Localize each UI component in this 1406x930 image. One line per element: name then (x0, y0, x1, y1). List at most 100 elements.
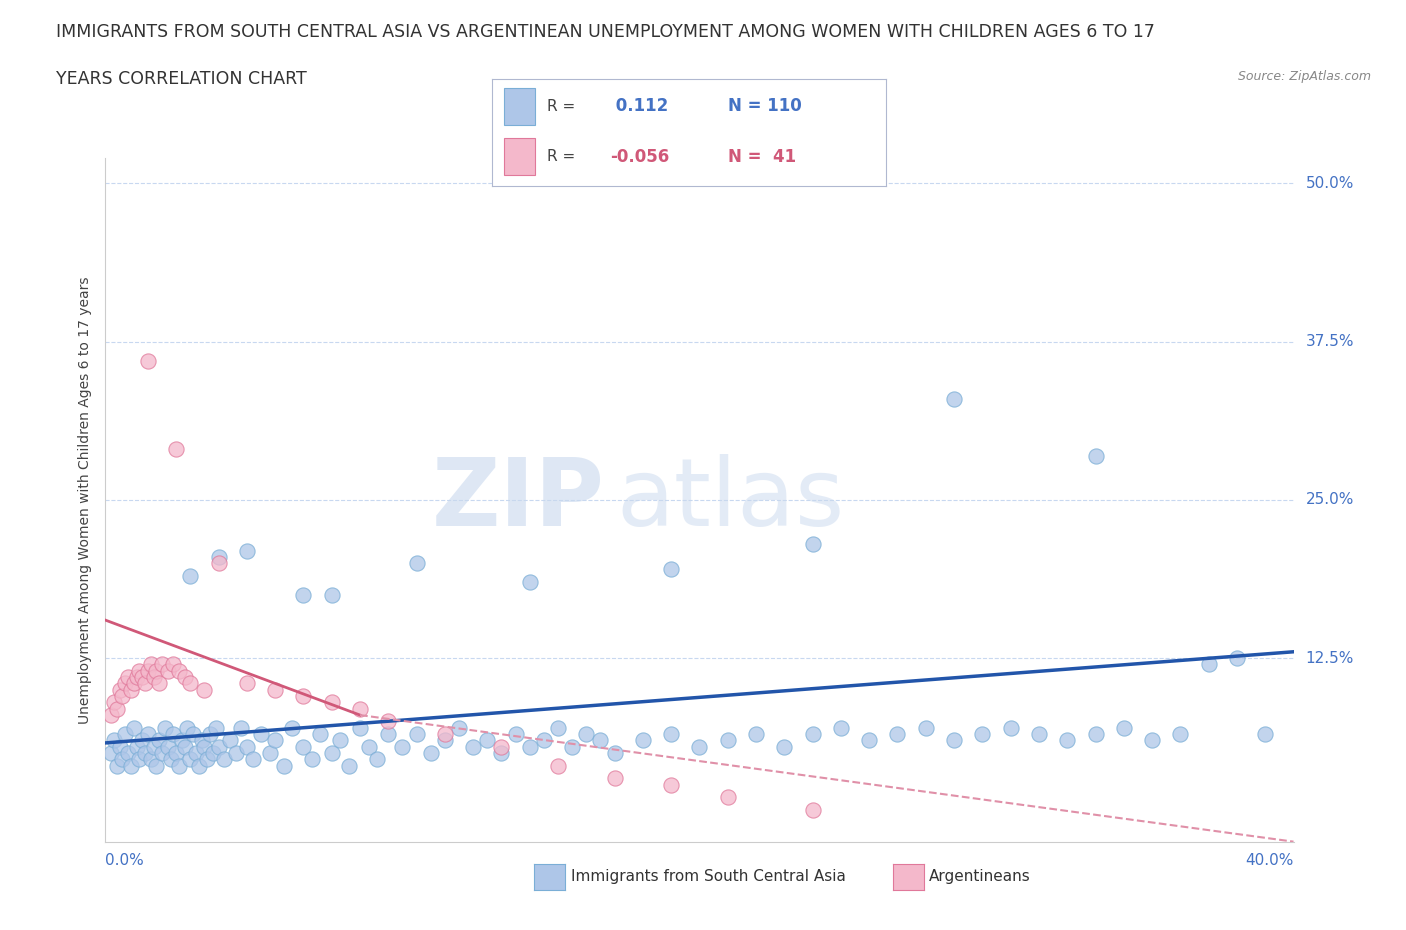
Text: 0.0%: 0.0% (105, 853, 145, 868)
Point (150, 746, 173, 761)
Point (193, 683, 215, 698)
Point (301, 752, 323, 767)
Point (1056, 733, 1078, 748)
Point (136, 663, 159, 678)
Point (631, 733, 654, 748)
Point (179, 752, 201, 767)
Text: Immigrants from South Central Asia: Immigrants from South Central Asia (571, 869, 846, 883)
Point (491, 739, 513, 754)
Point (170, 733, 193, 748)
Point (321, 588, 343, 603)
Point (349, 720, 371, 735)
Point (533, 733, 555, 748)
Point (801, 537, 824, 551)
Point (1084, 726, 1107, 741)
Point (477, 733, 499, 748)
Text: N =  41: N = 41 (728, 148, 796, 166)
Point (1000, 720, 1022, 735)
Point (1254, 726, 1277, 741)
Point (190, 733, 212, 748)
Point (575, 726, 598, 741)
Point (165, 746, 187, 761)
Point (717, 790, 740, 804)
Point (145, 758, 167, 773)
Point (117, 746, 139, 761)
Point (139, 752, 162, 767)
Point (357, 739, 380, 754)
Point (377, 726, 399, 741)
Point (142, 670, 165, 684)
Point (122, 720, 145, 735)
Point (405, 726, 427, 741)
Point (162, 657, 184, 671)
Point (148, 733, 170, 748)
Point (156, 739, 179, 754)
Point (195, 752, 218, 767)
Point (242, 752, 264, 767)
Point (120, 758, 142, 773)
Point (134, 746, 156, 761)
Point (193, 739, 215, 754)
Point (167, 663, 190, 678)
Point (321, 746, 343, 761)
Point (122, 676, 145, 691)
Point (201, 746, 224, 761)
Point (377, 714, 399, 729)
Point (125, 739, 148, 754)
Point (1170, 726, 1192, 741)
Text: R =: R = (547, 149, 575, 164)
Text: -0.056: -0.056 (610, 148, 669, 166)
Point (659, 777, 682, 792)
Point (943, 733, 966, 748)
Point (273, 758, 295, 773)
Point (145, 663, 167, 678)
Point (134, 676, 156, 691)
Point (165, 442, 187, 457)
Point (117, 670, 139, 684)
Point (111, 752, 134, 767)
Point (207, 556, 229, 571)
Point (264, 683, 287, 698)
Point (433, 726, 456, 741)
Point (108, 683, 131, 698)
Text: Source: ZipAtlas.com: Source: ZipAtlas.com (1237, 70, 1371, 83)
Point (214, 752, 236, 767)
Point (603, 771, 626, 786)
Point (405, 556, 427, 571)
Point (125, 670, 148, 684)
Point (1084, 448, 1107, 463)
Point (943, 392, 966, 406)
Point (236, 739, 259, 754)
Point (329, 733, 352, 748)
Point (281, 720, 304, 735)
Point (886, 726, 908, 741)
Text: Argentineans: Argentineans (929, 869, 1031, 883)
Point (236, 543, 259, 558)
Point (179, 676, 201, 691)
Point (131, 733, 153, 748)
Point (128, 663, 150, 678)
Point (114, 676, 136, 691)
Point (1112, 720, 1135, 735)
Point (547, 720, 569, 735)
Point (519, 575, 541, 590)
Point (207, 550, 229, 565)
Point (105, 758, 128, 773)
Y-axis label: Unemployment Among Women with Children Ages 6 to 17 years: Unemployment Among Women with Children A… (79, 276, 93, 724)
Point (447, 720, 470, 735)
Point (167, 758, 190, 773)
Point (505, 726, 527, 741)
Point (103, 695, 125, 710)
Point (292, 588, 315, 603)
Text: 0.112: 0.112 (610, 98, 668, 115)
Point (491, 746, 513, 761)
Point (519, 739, 541, 754)
Point (120, 683, 142, 698)
Text: 37.5%: 37.5% (1305, 334, 1354, 349)
Text: N = 110: N = 110 (728, 98, 801, 115)
Point (173, 739, 195, 754)
Text: 12.5%: 12.5% (1305, 651, 1354, 666)
Text: R =: R = (547, 99, 575, 113)
Point (337, 758, 360, 773)
Point (150, 657, 173, 671)
